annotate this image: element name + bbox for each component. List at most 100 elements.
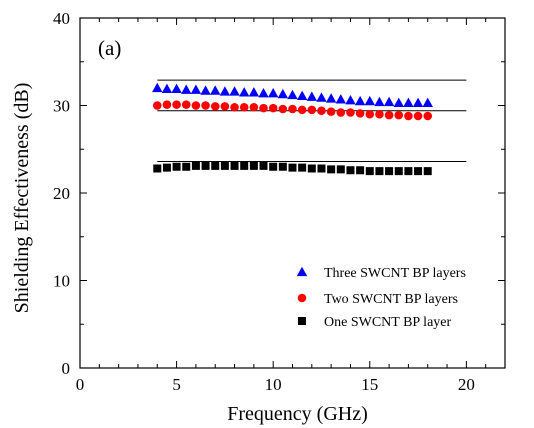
data-point bbox=[249, 161, 258, 170]
data-markers bbox=[152, 82, 433, 176]
data-point bbox=[296, 90, 308, 101]
data-point bbox=[172, 162, 181, 171]
data-point bbox=[423, 111, 433, 121]
data-point bbox=[278, 162, 287, 171]
data-point bbox=[365, 167, 374, 176]
data-point bbox=[210, 102, 220, 111]
data-point bbox=[327, 165, 336, 174]
x-tick-label: 5 bbox=[172, 375, 181, 394]
data-point bbox=[317, 164, 326, 173]
data-point bbox=[365, 109, 375, 119]
legend-entry-two-layers: Two SWCNT BP layers bbox=[297, 292, 458, 307]
series-circle bbox=[152, 100, 433, 121]
data-point bbox=[336, 108, 346, 117]
series-triangle bbox=[152, 82, 433, 108]
data-point bbox=[191, 101, 201, 110]
data-point bbox=[307, 105, 317, 115]
data-point bbox=[335, 94, 346, 104]
data-point bbox=[201, 101, 210, 110]
data-point bbox=[172, 100, 181, 109]
data-point bbox=[219, 86, 231, 96]
data-point bbox=[346, 166, 355, 175]
data-point bbox=[267, 88, 279, 98]
data-point bbox=[190, 84, 202, 94]
data-point bbox=[171, 83, 182, 94]
data-point bbox=[162, 100, 172, 109]
legend-marker-triangle bbox=[296, 266, 308, 277]
data-point bbox=[152, 101, 162, 110]
axis-ticks bbox=[79, 17, 506, 369]
data-point bbox=[259, 161, 268, 170]
data-point bbox=[277, 88, 289, 99]
data-point bbox=[375, 109, 384, 119]
y-tick-label: 0 bbox=[62, 359, 71, 378]
legend-marker-circle bbox=[297, 293, 307, 303]
panel-label: (a) bbox=[98, 36, 121, 60]
data-point bbox=[153, 164, 162, 173]
data-point bbox=[374, 96, 385, 107]
legend-marker-square bbox=[298, 317, 306, 325]
y-tick-label: 30 bbox=[53, 97, 70, 116]
data-point bbox=[412, 97, 424, 108]
legend-entry-one-layer: One SWCNT BP layer bbox=[298, 315, 451, 330]
data-point bbox=[181, 100, 191, 109]
data-point bbox=[385, 167, 394, 176]
x-tick-label: 10 bbox=[265, 375, 282, 394]
x-axis-label: Frequency (GHz) bbox=[227, 403, 368, 425]
x-tick-label: 15 bbox=[361, 375, 378, 394]
data-point bbox=[220, 161, 229, 170]
data-point bbox=[288, 104, 297, 114]
legend-label-two-layers: Two SWCNT BP layers bbox=[324, 292, 458, 307]
data-point bbox=[297, 105, 307, 115]
data-point bbox=[375, 167, 384, 176]
data-point bbox=[393, 97, 404, 108]
data-point bbox=[210, 85, 221, 95]
data-point bbox=[230, 161, 239, 170]
y-tick-label: 10 bbox=[53, 272, 70, 291]
data-point bbox=[249, 102, 259, 112]
data-point bbox=[181, 84, 192, 94]
y-axis-label: Shielding Effectiveness (dB) bbox=[11, 83, 33, 314]
data-point bbox=[211, 161, 220, 170]
y-tick-label: 20 bbox=[53, 184, 70, 203]
data-point bbox=[162, 163, 171, 172]
data-point bbox=[336, 165, 345, 174]
data-point bbox=[384, 110, 394, 120]
data-point bbox=[239, 102, 249, 112]
legend-label-three-layers: Three SWCNT BP layers bbox=[324, 266, 466, 281]
data-point bbox=[325, 93, 337, 103]
data-point bbox=[152, 82, 163, 93]
legend-entry-three-layers: Three SWCNT BP layers bbox=[296, 266, 466, 281]
data-point bbox=[404, 167, 413, 176]
data-point bbox=[316, 92, 327, 102]
data-point bbox=[326, 107, 336, 116]
data-point bbox=[230, 102, 239, 112]
data-point bbox=[258, 88, 269, 98]
data-point bbox=[423, 167, 432, 176]
data-point bbox=[413, 111, 423, 121]
data-point bbox=[404, 111, 413, 121]
data-point bbox=[345, 95, 356, 105]
data-point bbox=[161, 83, 173, 94]
data-point bbox=[394, 167, 403, 176]
data-point bbox=[414, 167, 423, 176]
data-point bbox=[394, 110, 404, 120]
data-point bbox=[383, 96, 395, 107]
legend-label-one-layer: One SWCNT BP layer bbox=[324, 315, 451, 330]
data-point bbox=[307, 164, 316, 173]
tick-labels: 0 5 10 15 20 0 10 20 30 40 bbox=[53, 9, 475, 394]
legend: Three SWCNT BP layers Two SWCNT BP layer… bbox=[296, 266, 466, 330]
x-tick-label: 0 bbox=[76, 375, 85, 394]
data-point bbox=[354, 95, 366, 106]
data-point bbox=[268, 103, 278, 113]
data-point bbox=[298, 163, 307, 172]
data-point bbox=[287, 89, 298, 100]
data-point bbox=[239, 87, 250, 97]
data-point bbox=[317, 106, 326, 116]
y-tick-label: 40 bbox=[53, 9, 70, 28]
data-point bbox=[288, 163, 297, 172]
data-point bbox=[201, 161, 210, 170]
x-tick-label: 20 bbox=[458, 375, 475, 394]
data-point bbox=[278, 104, 288, 114]
